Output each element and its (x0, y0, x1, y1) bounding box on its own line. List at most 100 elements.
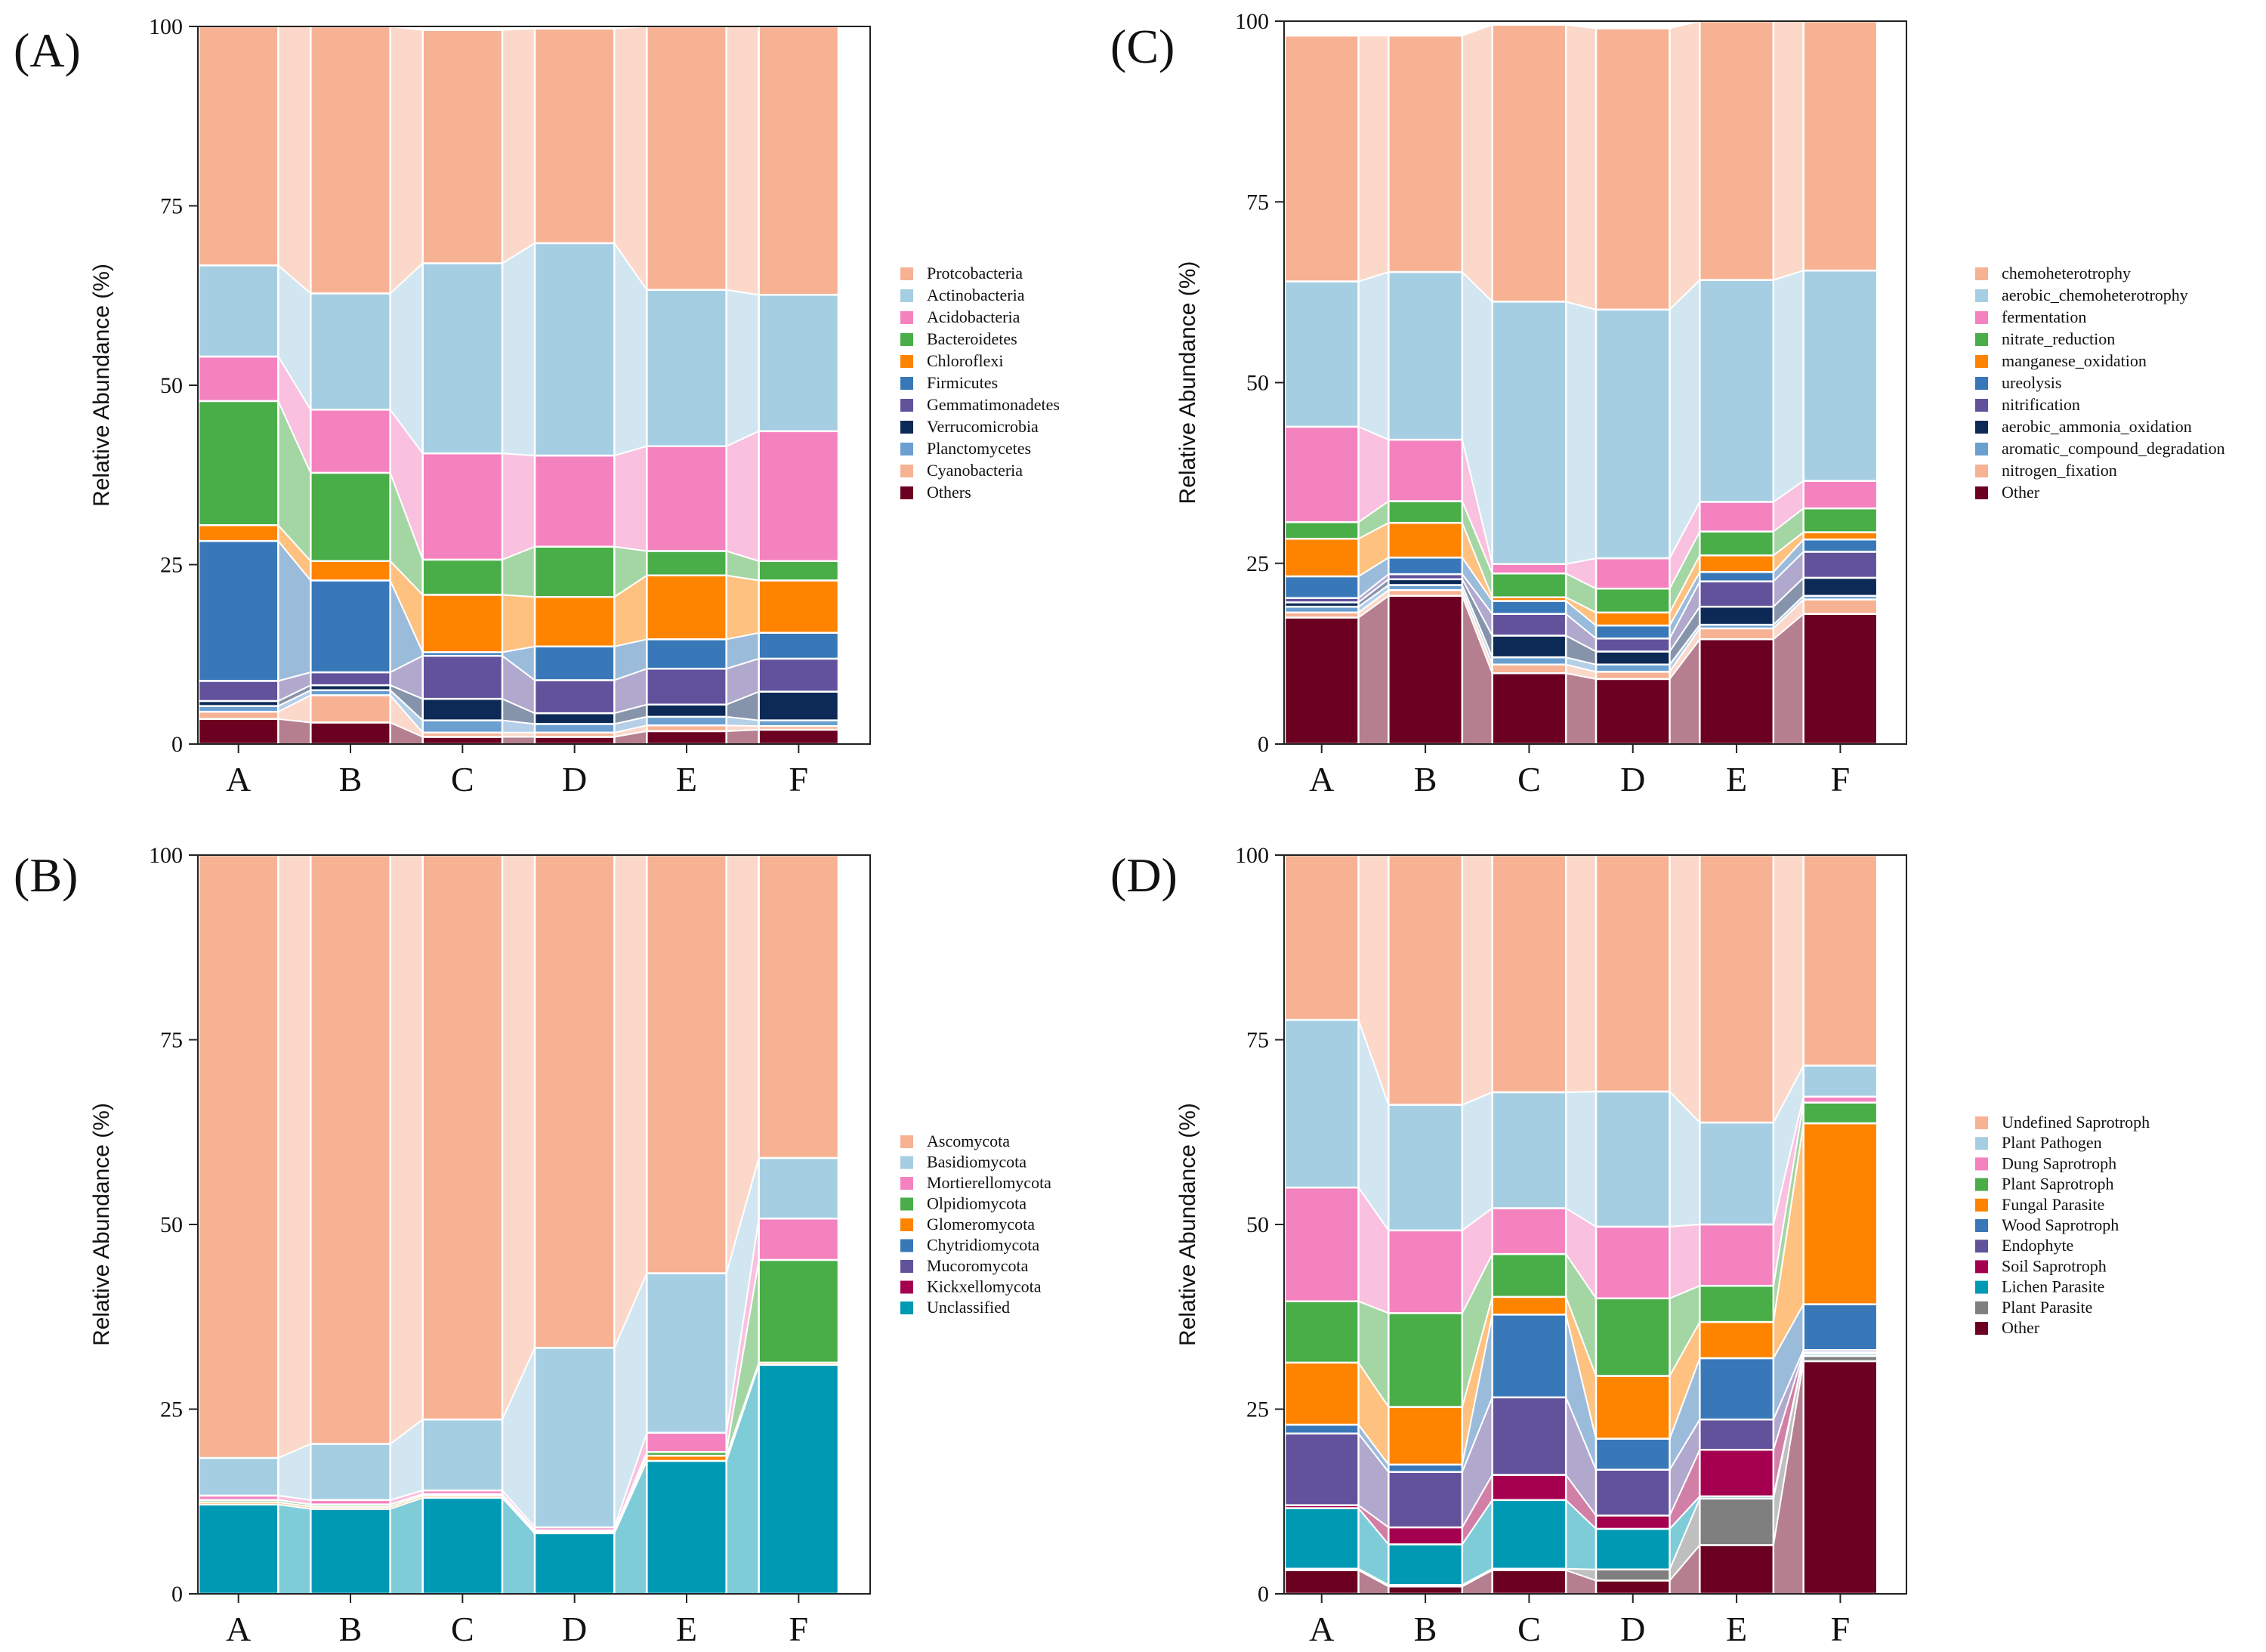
panel-d-bar-c-endophyte (1491, 1396, 1567, 1476)
panel-a-flow-proteobacteria-1 (277, 26, 312, 295)
panel-d-flow-plant-pathogen-3 (1565, 1090, 1597, 1228)
panel-b-xtick-label-f: F (789, 1610, 809, 1648)
panel-a-bar-c-verrucomicrobia (421, 697, 504, 721)
panel-b-legend-swatch-kickxellomycota (900, 1280, 913, 1294)
panel-d-bar-d-endophyte (1595, 1468, 1671, 1517)
panel-a-bar-b-actinobacteria (310, 292, 391, 411)
panel-b-bar-d-ascomycota (533, 854, 616, 1349)
panel-c-legend-label-other: Other (2002, 483, 2040, 502)
panel-b-flow-ascomycota-3 (501, 854, 536, 1420)
panel-c: 0 25 50 75 100 A B C D E F Relative Abundance (%) (C… (1110, 9, 2225, 798)
panel-d-bar-b-dung-saprotroph (1388, 1229, 1464, 1314)
panel-a-bar-f-bacteroidetes (758, 560, 840, 582)
panel-a-bar-a-bacteroidetes (197, 400, 279, 526)
panel-c-bar-c-aerobic-ammonia-oxidation (1491, 635, 1567, 659)
panel-a-bar-d-actinobacteria (533, 242, 616, 457)
panel-a-bar-f-gemmatimonadetes (758, 657, 840, 693)
panel-d-legend-swatch-plant-parasite (1975, 1301, 1988, 1314)
panel-d-bar-b-plant-saprotroph (1388, 1312, 1464, 1408)
panel-b-label: (B) (14, 848, 78, 902)
panel-d-legend-label-plant-pathogen: Plant Pathogen (2002, 1133, 2102, 1152)
panel-b: 0 25 50 75 100 A B C D E F Relative Abundance (%) (B… (14, 843, 1051, 1648)
panel-c-legend-label-aerobic-ammonia-oxidation: aerobic_ammonia_oxidation (2002, 417, 2192, 436)
panel-c-bar-c-nitrate-reduction (1491, 572, 1567, 598)
panel-b-bar-f-mortierellomycota (758, 1217, 840, 1261)
panel-a-flow-proteobacteria-2 (389, 25, 424, 295)
panel-c-bar-f-other (1802, 613, 1879, 746)
panel-a-flow-proteobacteria-4 (613, 25, 648, 292)
panel-d-ytick-label-75: 75 (1246, 1028, 1269, 1053)
panel-c-bar-d-other (1595, 678, 1671, 746)
panel-a: 0 25 50 75 100 A B C D E F Relative Abundance (%) (A… (14, 14, 1060, 798)
panel-a-bar-e-others (646, 730, 727, 746)
panel-a-bar-c-actinobacteria (421, 262, 504, 455)
panel-d-legend-swatch-other (1975, 1322, 1988, 1335)
panel-a-bar-f-proteobacteria (758, 25, 840, 296)
panel-d-legend-label-plant-parasite: Plant Parasite (2002, 1298, 2092, 1317)
panel-d-xtick-label-c: C (1517, 1610, 1541, 1648)
panel-b-bar-f-ascomycota (758, 854, 840, 1159)
panel-a-legend-label-firmicutes: Firmicutes (927, 373, 998, 392)
panel-a-bar-c-acidobacteria (421, 452, 504, 561)
panel-b-xtick-label-d: D (562, 1610, 587, 1648)
panel-c-bar-b-fermentation (1388, 438, 1464, 502)
panel-a-bar-a-actinobacteria (197, 264, 279, 358)
panel-c-bar-c-ureolysis (1491, 600, 1567, 615)
panel-c-bar-e-ureolysis (1699, 570, 1775, 582)
panel-c-bar-a-ureolysis (1283, 575, 1360, 599)
panel-c-bar-f-nitrification (1802, 551, 1879, 579)
panel-a-bar-d-acidobacteria (533, 454, 616, 548)
panel-b-bar-c-basidiomycota (421, 1418, 504, 1492)
panel-c-flow-aerobic-chemoheterotrophy-1 (1357, 270, 1390, 441)
panel-d-label: (D) (1110, 848, 1178, 902)
panel-d-bar-e-dung-saprotroph (1699, 1223, 1775, 1287)
panel-c-xtick-label-d: D (1620, 760, 1645, 798)
panel-c-bar-f-aerobic-chemoheterotrophy (1802, 269, 1879, 482)
panel-c-legend-label-aerobic-chemoheterotrophy: aerobic_chemoheterotrophy (2002, 286, 2188, 304)
panel-d-flow-undefined-saprotroph-2 (1461, 854, 1493, 1107)
panel-a-bar-f-chloroflexi (758, 579, 840, 635)
panel-c-bar-a-other (1283, 616, 1360, 746)
panel-d-bar-c-plant-pathogen (1491, 1091, 1567, 1209)
panel-b-legend-label-ascomycota: Ascomycota (927, 1132, 1010, 1150)
panel-d-bar-d-other (1595, 1579, 1671, 1595)
panel-c-legend-label-chemoheterotrophy: chemoheterotrophy (2002, 264, 2131, 283)
panel-b-bar-a-basidiomycota (197, 1456, 279, 1497)
panel-b-legend-label-mucoromycota: Mucoromycota (927, 1256, 1029, 1275)
panel-b-legend-label-unclassified: Unclassified (927, 1298, 1010, 1317)
panel-d-legend-label-soil-saprotroph: Soil Saprotroph (2002, 1256, 2107, 1275)
panel-c-bar-d-chemoheterotrophy (1595, 27, 1671, 311)
panel-b-legend-swatch-chytridiomycota (900, 1239, 913, 1252)
panel-d-bar-b-fungal-parasite (1388, 1406, 1464, 1466)
panel-a-flow-actinobacteria-3 (501, 242, 536, 457)
panel-a-bar-e-acidobacteria (646, 445, 727, 552)
panel-b-flow-ascomycota-1 (277, 854, 312, 1459)
panel-a-bar-d-others (533, 736, 616, 746)
panel-b-bar-b-basidiomycota (310, 1443, 391, 1502)
panel-a-bar-b-proteobacteria (310, 25, 391, 295)
panel-a-bar-e-chloroflexi (646, 574, 727, 641)
panel-c-bar-e-nitrate-reduction (1699, 530, 1775, 557)
panel-c-legend-label-nitrification: nitrification (2002, 395, 2080, 414)
panel-c-flow-chemoheterotrophy-1 (1357, 35, 1390, 283)
panel-b-legend-label-chytridiomycota: Chytridiomycota (927, 1236, 1039, 1255)
panel-b-legend-swatch-glomeromycota (900, 1218, 913, 1231)
panel-a-legend-swatch-bacteroidetes (900, 333, 913, 346)
panel-c-bar-f-ureolysis (1802, 538, 1879, 553)
panel-c-bar-e-nitrogen-fixation (1699, 627, 1775, 641)
panel-a-label: (A) (14, 23, 81, 77)
panel-d-bar-a-endophyte (1283, 1432, 1360, 1506)
panel-b-bar-b-unclassified (310, 1508, 391, 1595)
panel-c-legend-label-ureolysis: ureolysis (2002, 373, 2061, 392)
panel-c-legend-swatch-ureolysis (1975, 377, 1988, 390)
panel-d-xtick-label-a: A (1309, 1610, 1334, 1648)
panel-c-xtick-label-c: C (1517, 760, 1541, 798)
panel-b-xtick-label-c: C (451, 1610, 474, 1648)
panel-a-bar-b-cyanobacteria (310, 694, 391, 724)
panel-c-flow-other-3 (1565, 672, 1597, 745)
panel-c-xtick-label-e: E (1726, 760, 1747, 798)
panel-b-xtick-label-b: B (339, 1610, 363, 1648)
panel-d-ytick-label-0: 0 (1258, 1582, 1269, 1607)
panel-a-y-axis-label: Relative Abundance (%) (89, 264, 114, 507)
